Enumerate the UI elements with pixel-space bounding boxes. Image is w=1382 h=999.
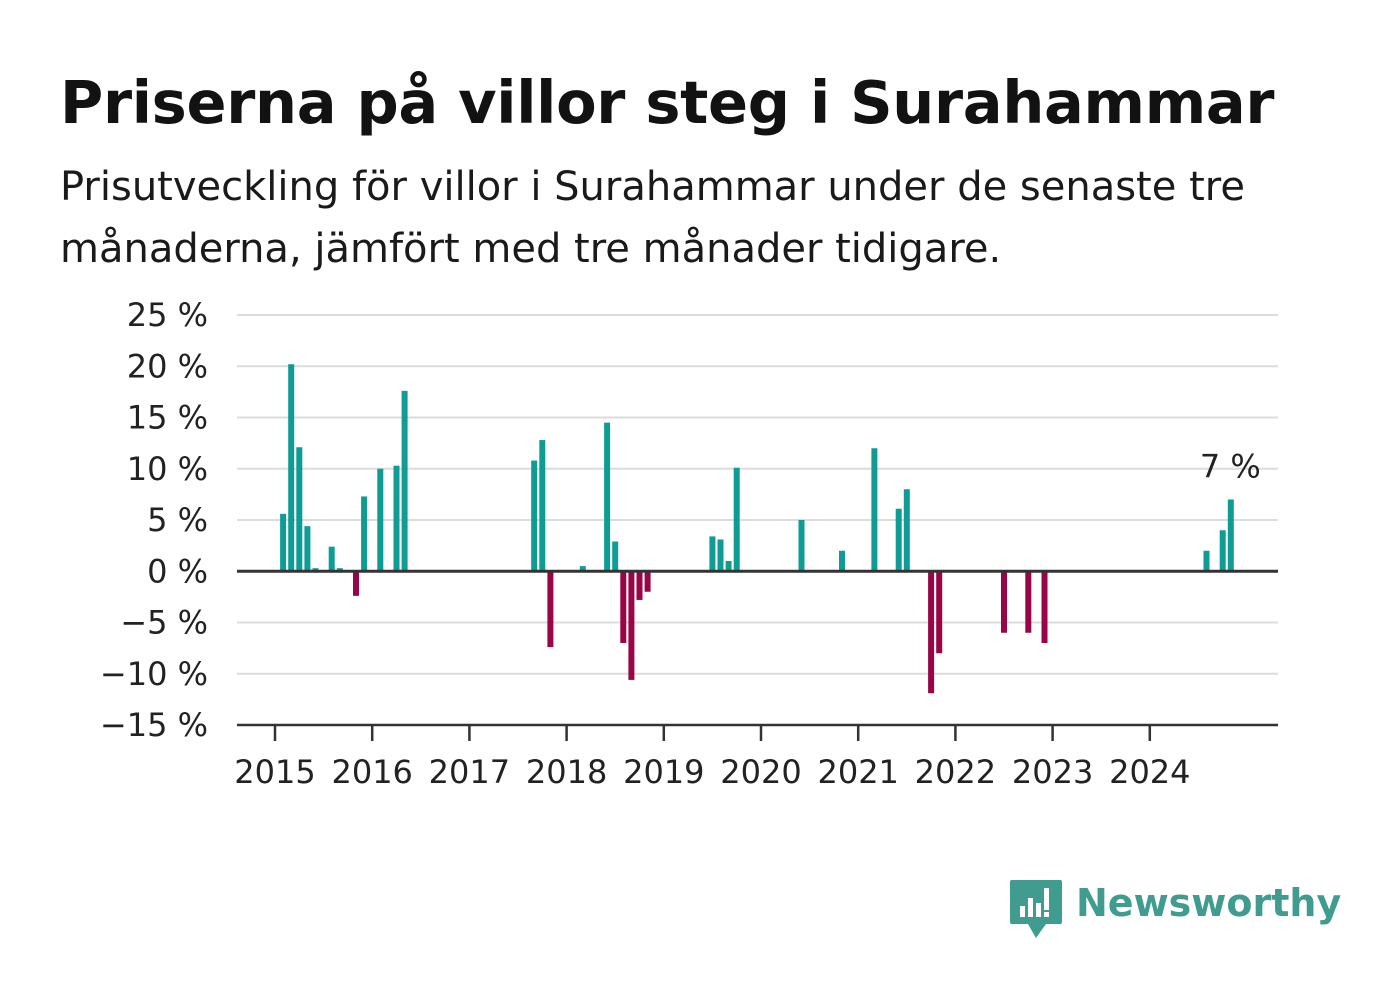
bar (288, 364, 295, 572)
chart-subtitle: Prisutveckling för villor i Surahammar u… (60, 164, 1245, 272)
axes (237, 569, 1278, 741)
chart-title: Priserna på villor steg i Surahammar (60, 68, 1275, 137)
annotations: 7 % (1200, 448, 1261, 486)
bar (936, 571, 943, 654)
bar (717, 539, 724, 572)
y-tick-label: −15 % (100, 706, 208, 744)
x-tick-label: 2020 (720, 753, 801, 791)
y-tick-label: 10 % (127, 450, 208, 488)
bar (604, 422, 611, 572)
x-tick-label: 2018 (526, 753, 607, 791)
bar (798, 520, 805, 572)
bar (612, 541, 619, 572)
gridlines (237, 314, 1278, 675)
bar (393, 465, 400, 572)
x-tick-label: 2015 (234, 753, 315, 791)
logo-dot (1044, 912, 1049, 917)
x-tick-label: 2024 (1109, 753, 1190, 791)
bar (539, 440, 546, 572)
x-tick-label: 2017 (429, 753, 510, 791)
logo-bar-4 (1044, 888, 1049, 910)
bar (401, 390, 408, 572)
bar (839, 550, 845, 572)
x-axis-tick-labels: 2015 2016 2017 2018 2019 2020 2021 2022 2023 2024 (234, 753, 1190, 791)
bar (644, 571, 651, 592)
latest-value-annotation: 7 % (1200, 448, 1261, 486)
y-axis-tick-labels: 25 % 20 % 15 % 10 % 5 % 0 % −5 % −10 % −15 % (100, 296, 208, 744)
y-tick-label: −10 % (100, 655, 208, 693)
bar (312, 568, 319, 572)
bar (620, 571, 627, 643)
x-tick-label: 2023 (1012, 753, 1093, 791)
bar (328, 546, 335, 572)
bar (903, 489, 910, 572)
bar (1041, 571, 1048, 643)
brand-name: Newsworthy (1076, 881, 1342, 925)
bar (709, 536, 716, 572)
y-tick-label: 15 % (127, 399, 208, 437)
newsworthy-logo-icon (1010, 880, 1062, 938)
bars (280, 364, 1234, 694)
bar (1001, 571, 1007, 633)
y-tick-label: 20 % (127, 347, 208, 385)
y-tick-label: 0 % (147, 552, 208, 590)
x-tick-label: 2021 (817, 753, 898, 791)
bar (547, 571, 554, 648)
logo-bar-1 (1020, 906, 1025, 917)
y-tick-label: 5 % (147, 501, 208, 539)
logo-bar-2 (1028, 898, 1033, 917)
bar (336, 568, 343, 572)
bar (280, 513, 287, 572)
bar (895, 508, 902, 572)
bar (296, 447, 303, 572)
x-tick-label: 2022 (915, 753, 996, 791)
bar (725, 561, 732, 572)
x-tick-label: 2016 (331, 753, 412, 791)
bar (1025, 571, 1032, 633)
bar (377, 468, 384, 572)
bar (928, 571, 935, 694)
bar (353, 571, 359, 596)
bar (579, 566, 586, 572)
y-tick-label: −5 % (120, 604, 208, 642)
bar (733, 467, 740, 572)
brand-logo: Newsworthy (1008, 878, 1341, 942)
bar (361, 496, 368, 572)
bar (1219, 530, 1226, 572)
y-tick-label: 25 % (127, 296, 208, 334)
bar (871, 448, 878, 572)
bar (1203, 550, 1210, 572)
x-tick-label: 2019 (623, 753, 704, 791)
bar (628, 571, 635, 680)
bar-chart: 25 % 20 % 15 % 10 % 5 % 0 % −5 % −10 % −15 % 201… (100, 296, 1278, 791)
bar (636, 571, 643, 600)
bar (531, 460, 538, 572)
logo-bar-3 (1036, 903, 1041, 917)
bar (1227, 499, 1234, 572)
bar (304, 526, 311, 572)
